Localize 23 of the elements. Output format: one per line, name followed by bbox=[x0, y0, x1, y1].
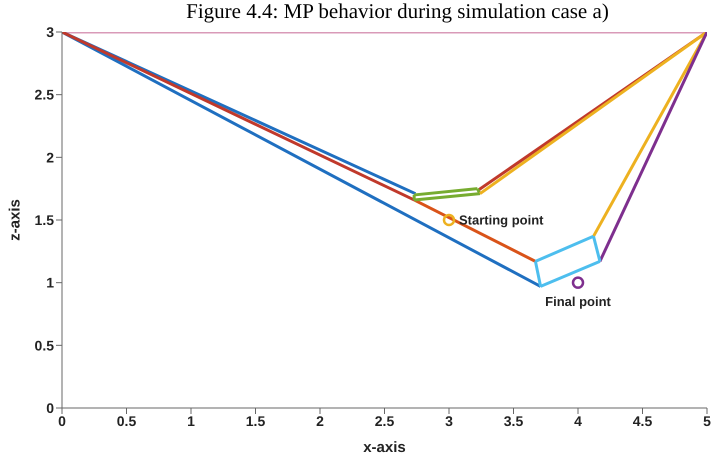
y-tick-label: 1.5 bbox=[34, 212, 54, 228]
x-tick-label: 2 bbox=[316, 412, 324, 429]
x-tick-label: 3 bbox=[445, 412, 454, 429]
x-tick-label: 0.5 bbox=[116, 412, 136, 429]
y-tick-label: 0 bbox=[46, 400, 54, 416]
y-tick-label: 2.5 bbox=[34, 86, 54, 103]
x-tick-label: 4.5 bbox=[632, 412, 652, 429]
annotation: Starting point bbox=[459, 212, 544, 228]
y-tick-label: 2 bbox=[46, 149, 54, 166]
annotation: Final point bbox=[545, 294, 612, 309]
x-tick-label: 1.5 bbox=[246, 412, 266, 429]
chart-title: Figure 4.4: MP behavior during simulation case a) bbox=[185, 0, 610, 24]
x-tick-label: 2.5 bbox=[374, 412, 394, 429]
x-tick-label: 1 bbox=[187, 412, 196, 429]
x-axis-title: x-axis bbox=[363, 439, 406, 456]
x-tick-label: 3.5 bbox=[504, 412, 524, 429]
y-tick-label: 0.5 bbox=[34, 337, 54, 354]
y-axis-title: z-axis bbox=[6, 199, 24, 241]
x-tick-label: 4 bbox=[574, 412, 582, 429]
y-tick-label: 3 bbox=[46, 24, 54, 40]
y-tick-label: 1 bbox=[46, 274, 54, 291]
x-tick-label: 5 bbox=[703, 412, 712, 429]
x-tick-label: 0 bbox=[58, 412, 66, 429]
